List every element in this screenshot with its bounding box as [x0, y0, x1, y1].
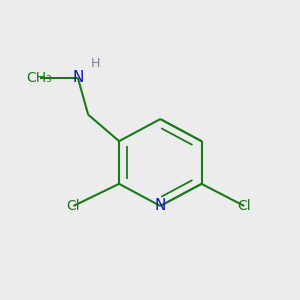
Text: Cl: Cl	[237, 199, 251, 213]
Text: H: H	[91, 57, 100, 70]
Text: N: N	[154, 198, 166, 213]
Text: CH₃: CH₃	[27, 71, 52, 85]
Text: N: N	[72, 70, 83, 86]
Text: Cl: Cl	[67, 199, 80, 213]
